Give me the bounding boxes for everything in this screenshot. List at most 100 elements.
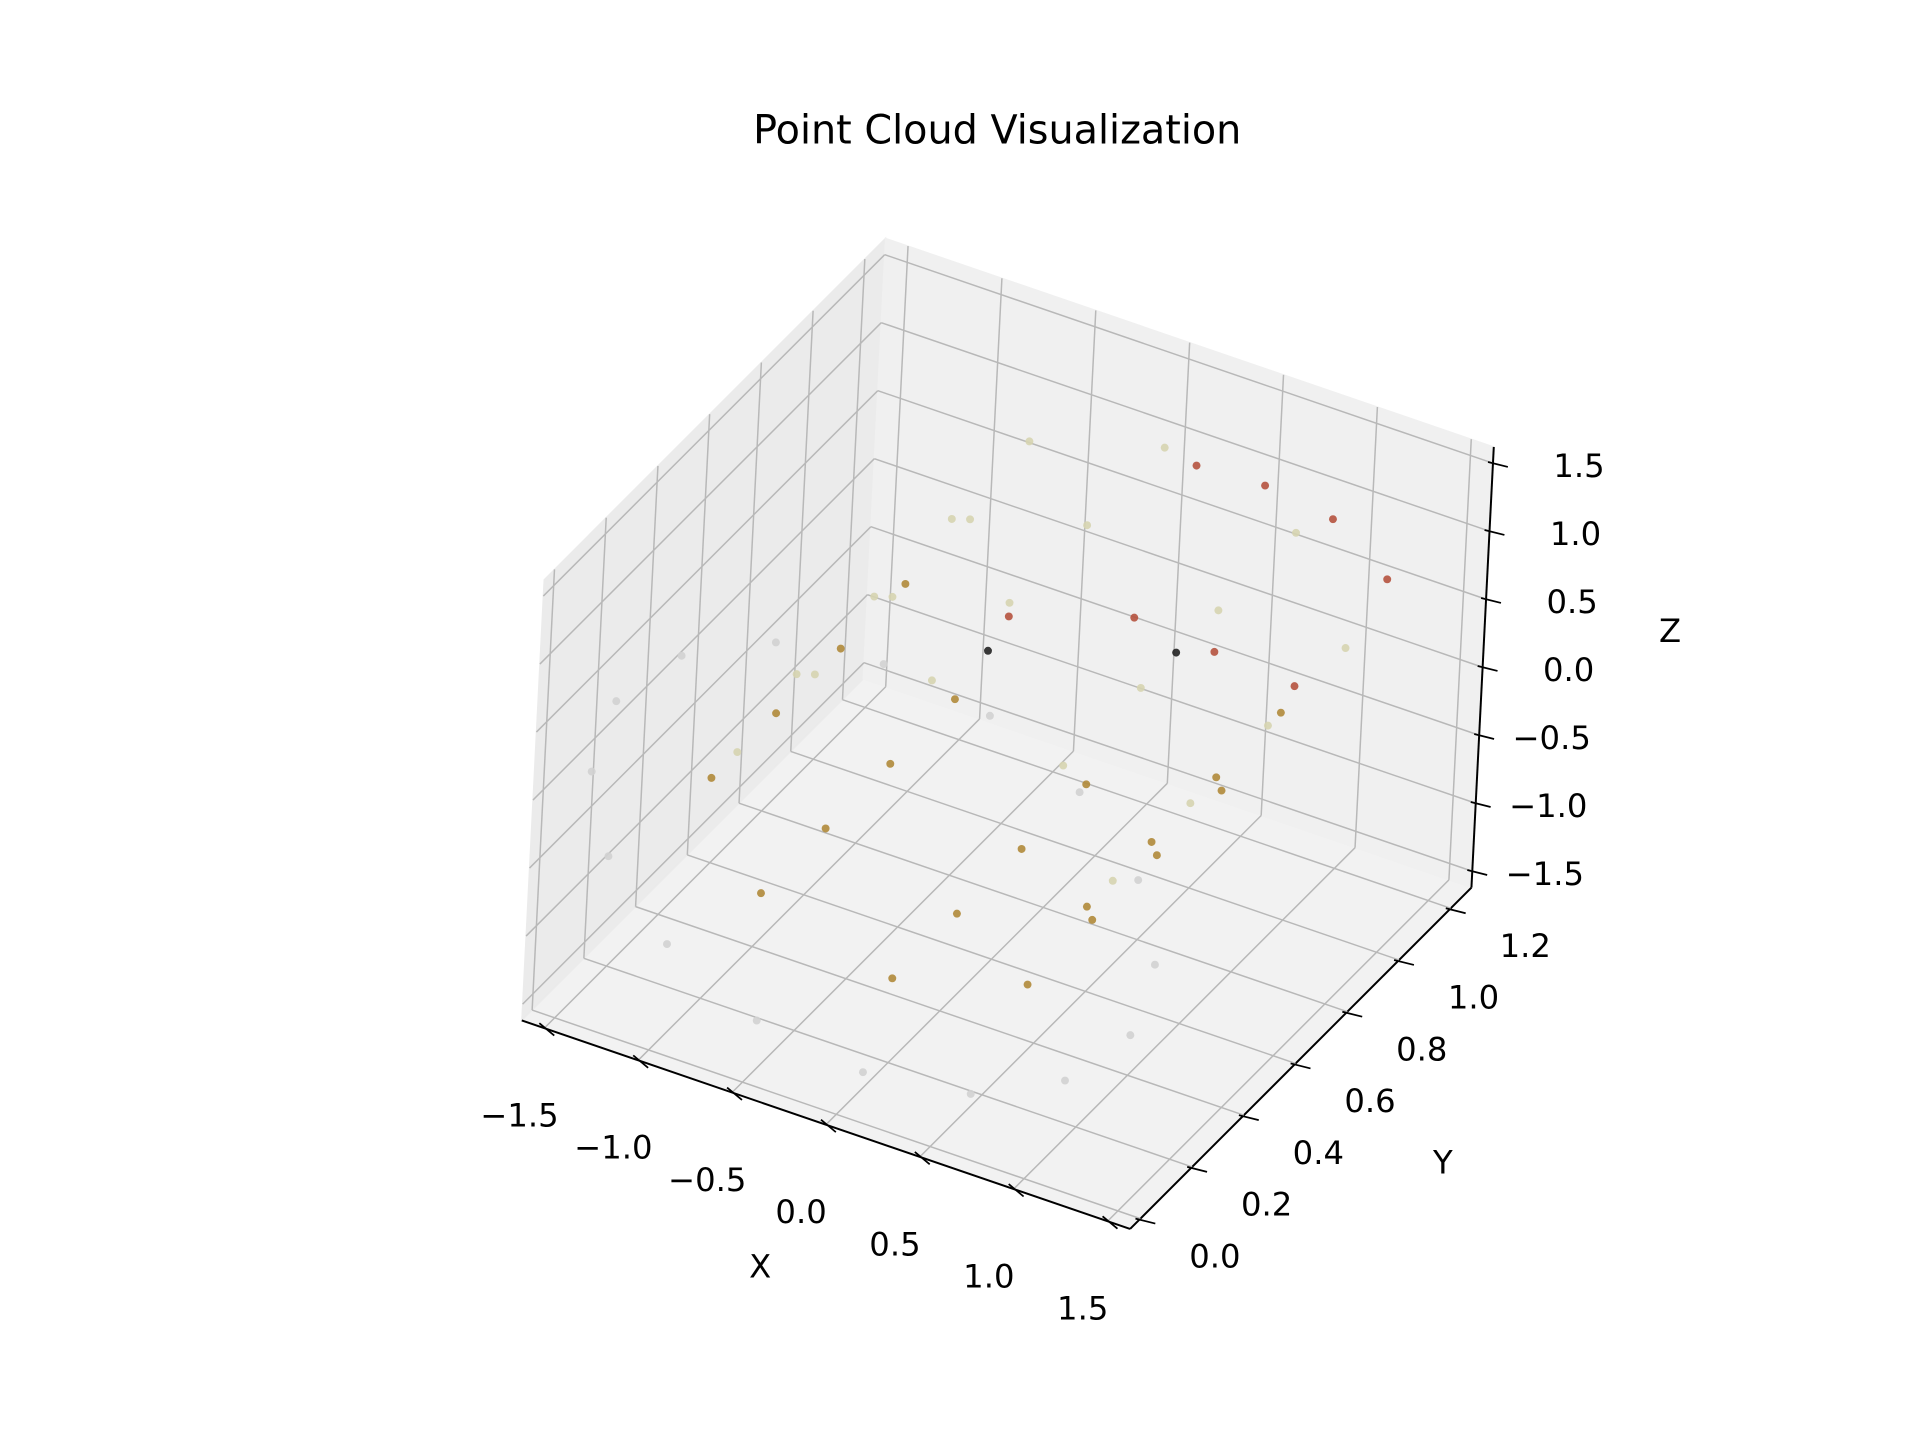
y-tick-label: 1.0 <box>1448 979 1499 1017</box>
grid-line <box>542 254 886 597</box>
tick-mark <box>538 1022 555 1037</box>
grid-line <box>884 253 1494 464</box>
grid-line <box>637 718 981 1061</box>
point <box>612 697 621 706</box>
point <box>663 940 671 949</box>
grid-line <box>874 457 1483 668</box>
chart-title: Point Cloud Visualization <box>753 107 1241 153</box>
z-tick-label: 1.0 <box>1550 515 1601 553</box>
grid-line <box>531 1009 1141 1220</box>
grid-line <box>635 905 1245 1116</box>
point <box>1276 708 1285 717</box>
grid-line <box>790 750 1400 961</box>
y-tick-label: 0.4 <box>1293 1134 1344 1172</box>
tick-mark <box>1470 801 1491 808</box>
point <box>1061 1076 1069 1085</box>
tick-mark <box>1238 1114 1259 1121</box>
x-axis-label: X <box>749 1248 771 1286</box>
point <box>966 1089 975 1098</box>
point <box>1150 960 1159 969</box>
grid-line <box>825 782 1168 1126</box>
point <box>1160 443 1169 452</box>
point <box>888 974 897 983</box>
tick-mark <box>1480 597 1502 604</box>
tick-mark <box>1484 529 1505 536</box>
tick-mark <box>1135 1217 1156 1225</box>
point <box>792 670 801 679</box>
point <box>1017 845 1026 853</box>
point <box>752 1016 761 1025</box>
tick-mark <box>1487 461 1509 468</box>
point <box>1152 851 1161 860</box>
point <box>1186 799 1195 808</box>
z-tick-label: −0.5 <box>1513 719 1591 757</box>
point <box>984 646 992 655</box>
point <box>950 695 959 704</box>
point <box>1004 612 1013 621</box>
point <box>1172 648 1181 657</box>
grid-line <box>738 802 1348 1013</box>
point <box>1212 773 1221 782</box>
point <box>757 889 765 898</box>
point <box>836 644 845 653</box>
z-tick-label: 0.5 <box>1546 583 1597 621</box>
point <box>1005 598 1014 607</box>
point <box>810 670 819 679</box>
x-tick-label: 0.0 <box>775 1193 826 1231</box>
grid-line <box>525 594 868 937</box>
x-tick-label: 1.5 <box>1057 1290 1108 1328</box>
point <box>772 709 781 718</box>
x-tick-label: 1.0 <box>963 1257 1014 1295</box>
grid-line <box>687 854 1296 1065</box>
grid-line <box>528 526 872 869</box>
z-tick-label: 0.0 <box>1543 651 1594 689</box>
y-tick-label: 1.2 <box>1500 927 1551 965</box>
z-tick-label: 1.5 <box>1553 447 1604 485</box>
point <box>1290 682 1299 691</box>
tick-mark <box>820 1119 837 1133</box>
grid-line <box>1107 879 1450 1222</box>
grid-line <box>539 322 882 665</box>
tick-mark <box>1477 665 1498 672</box>
point <box>927 676 936 685</box>
y-tick-label: 0.0 <box>1189 1237 1240 1275</box>
point <box>1261 481 1270 490</box>
grid-line <box>522 662 865 1005</box>
point <box>587 767 596 776</box>
point <box>1023 980 1032 989</box>
point <box>1083 521 1092 530</box>
x-tick-label: −1.5 <box>480 1097 558 1135</box>
tick-mark <box>1473 733 1495 740</box>
point <box>1217 786 1226 795</box>
z-axis-label: Z <box>1659 612 1681 650</box>
y-axis-line <box>1129 886 1473 1230</box>
point <box>1147 838 1156 846</box>
point <box>888 592 897 601</box>
point <box>1130 613 1139 622</box>
x-tick-label: −1.0 <box>574 1129 652 1167</box>
point <box>966 515 975 524</box>
point <box>1214 606 1223 615</box>
tick-mark <box>1342 1010 1363 1018</box>
point <box>677 651 686 660</box>
point <box>1328 515 1337 524</box>
point <box>1126 1031 1135 1040</box>
tick-mark <box>1008 1183 1025 1198</box>
grid-line <box>543 686 887 1029</box>
point <box>1134 876 1143 885</box>
grid-line <box>731 750 1074 1094</box>
point <box>1341 644 1350 652</box>
tick-mark <box>914 1151 931 1165</box>
y-axis-label: Y <box>1432 1143 1453 1181</box>
grid-line <box>880 321 1490 532</box>
tick-mark <box>1186 1166 1208 1173</box>
point <box>1108 876 1117 885</box>
grid-line <box>877 389 1487 600</box>
point <box>1192 461 1201 470</box>
grid-line <box>842 699 1452 909</box>
point <box>1210 647 1219 656</box>
y-tick-label: 0.2 <box>1241 1186 1292 1224</box>
point <box>1059 761 1068 770</box>
point <box>1025 437 1034 446</box>
